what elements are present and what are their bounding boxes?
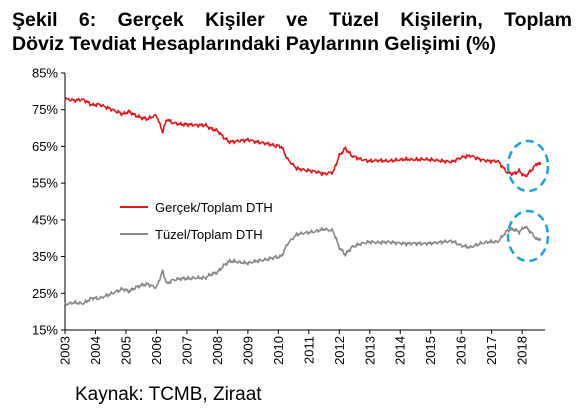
x-tick-label: 2014 xyxy=(393,336,408,365)
y-tick-label: 35% xyxy=(32,249,58,264)
y-tick-label: 15% xyxy=(32,323,58,338)
chart-title: Şekil 6: Gerçek Kişiler ve Tüzel Kişiler… xyxy=(12,8,572,56)
y-tick-label: 45% xyxy=(32,212,58,227)
chart-title-line-1: Şekil 6: Gerçek Kişiler ve Tüzel Kişiler… xyxy=(12,9,572,31)
x-tick-label: 2018 xyxy=(515,336,530,365)
x-tick-label: 2008 xyxy=(210,336,225,365)
x-tick-label: 2015 xyxy=(423,336,438,365)
x-tick-label: 2004 xyxy=(88,336,103,365)
x-tick-label: 2011 xyxy=(301,336,316,364)
y-tick-label: 65% xyxy=(32,139,58,154)
x-tick-label: 2016 xyxy=(454,336,469,365)
source-note: Kaynak: TCMB, Ziraat xyxy=(75,384,262,405)
highlight-circle-tuzel xyxy=(506,209,550,263)
x-tick-label: 2013 xyxy=(362,336,377,365)
y-tick-label: 85% xyxy=(32,66,58,81)
x-tick-label: 2017 xyxy=(484,336,499,365)
x-tick-label: 2010 xyxy=(271,336,286,365)
legend-label-gercek: Gerçek/Toplam DTH xyxy=(155,200,273,215)
legend-label-tuzel: Tüzel/Toplam DTH xyxy=(155,227,263,242)
x-tick-label: 2012 xyxy=(332,336,347,365)
y-tick-label: 75% xyxy=(32,102,58,117)
x-tick-label: 2007 xyxy=(179,336,194,365)
x-tick-label: 2005 xyxy=(118,336,133,365)
chart-title-line-2: Döviz Tevdiat Hesaplarındaki Paylarının … xyxy=(12,33,497,55)
series-line-tuzel xyxy=(64,225,542,306)
y-tick-label: 25% xyxy=(32,286,58,301)
y-tick-label: 55% xyxy=(32,176,58,191)
series-line-gercek xyxy=(64,97,542,178)
x-tick-label: 2003 xyxy=(58,336,73,365)
highlight-circle-gercek xyxy=(506,139,550,193)
x-tick-label: 2006 xyxy=(149,336,164,365)
x-tick-label: 2009 xyxy=(240,336,255,365)
